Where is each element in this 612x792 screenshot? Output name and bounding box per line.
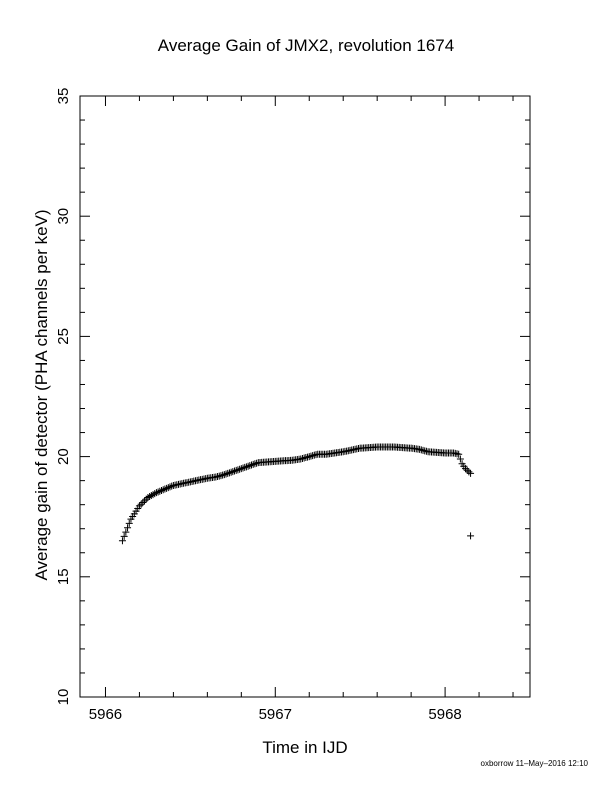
data-point xyxy=(154,488,162,496)
data-point xyxy=(220,471,228,479)
y-tick-label: 35 xyxy=(55,88,72,105)
y-tick-label: 15 xyxy=(55,568,72,585)
chart-title: Average Gain of JMX2, revolution 1674 xyxy=(157,36,455,55)
data-point xyxy=(467,469,475,477)
data-point xyxy=(124,524,132,532)
data-point xyxy=(465,468,473,476)
x-tick-label: 5967 xyxy=(259,706,292,723)
data-point xyxy=(118,537,126,545)
y-tick-label-group: 25 xyxy=(55,328,72,345)
data-point xyxy=(253,459,261,467)
data-point xyxy=(135,502,143,510)
y-axis-label: Average gain of detector (PHA channels p… xyxy=(32,209,51,581)
data-point xyxy=(231,467,239,475)
data-point xyxy=(237,465,245,473)
data-point xyxy=(236,465,244,473)
data-point xyxy=(467,532,475,540)
data-point xyxy=(224,469,232,477)
data-point xyxy=(455,450,463,458)
footer-stamp: oxborrow 11–May–2016 12:10 xyxy=(480,759,588,768)
data-point xyxy=(159,486,167,494)
x-axis-label: Time in IJD xyxy=(262,738,348,757)
data-point xyxy=(222,470,230,478)
data-point xyxy=(139,499,147,507)
data-point xyxy=(241,463,249,471)
data-point xyxy=(163,484,171,492)
data-points xyxy=(118,443,475,545)
y-tick-label-group: 15 xyxy=(55,568,72,585)
data-point xyxy=(137,500,145,508)
data-point xyxy=(234,466,242,474)
data-point xyxy=(141,497,149,505)
data-point xyxy=(158,486,166,494)
data-point xyxy=(151,490,159,498)
data-point xyxy=(463,466,471,474)
data-point xyxy=(156,487,164,495)
axes: 5966 5967 5968 10 15 20 25 30 35 xyxy=(55,88,530,723)
data-point xyxy=(246,462,254,470)
y-tick-label-group: 10 xyxy=(55,689,72,706)
plot-frame xyxy=(79,95,531,698)
data-point xyxy=(248,461,256,469)
y-tick-label-group: 30 xyxy=(55,208,72,225)
data-point xyxy=(227,468,235,476)
data-point xyxy=(251,460,259,468)
y-tick-label-group: 35 xyxy=(55,88,72,105)
x-tick-label: 5968 xyxy=(428,706,461,723)
data-point xyxy=(152,489,160,497)
data-point xyxy=(232,466,240,474)
x-tick-label: 5966 xyxy=(89,706,122,723)
data-point xyxy=(125,519,133,527)
data-point xyxy=(166,483,174,491)
y-tick-label-group: 20 xyxy=(55,448,72,465)
data-point xyxy=(161,485,169,493)
data-point xyxy=(225,469,233,477)
data-point xyxy=(120,532,128,540)
data-point xyxy=(164,484,172,492)
data-point xyxy=(244,462,252,470)
data-point xyxy=(239,464,247,472)
y-tick-label: 30 xyxy=(55,208,72,225)
data-point xyxy=(242,463,250,471)
data-point xyxy=(122,528,130,536)
y-tick-label: 25 xyxy=(55,328,72,345)
y-tick-label: 20 xyxy=(55,448,72,465)
data-point xyxy=(456,455,464,463)
y-tick-label: 10 xyxy=(55,689,72,706)
data-point xyxy=(168,482,176,490)
data-point xyxy=(249,460,257,468)
data-point xyxy=(461,465,469,473)
data-point xyxy=(229,468,237,476)
